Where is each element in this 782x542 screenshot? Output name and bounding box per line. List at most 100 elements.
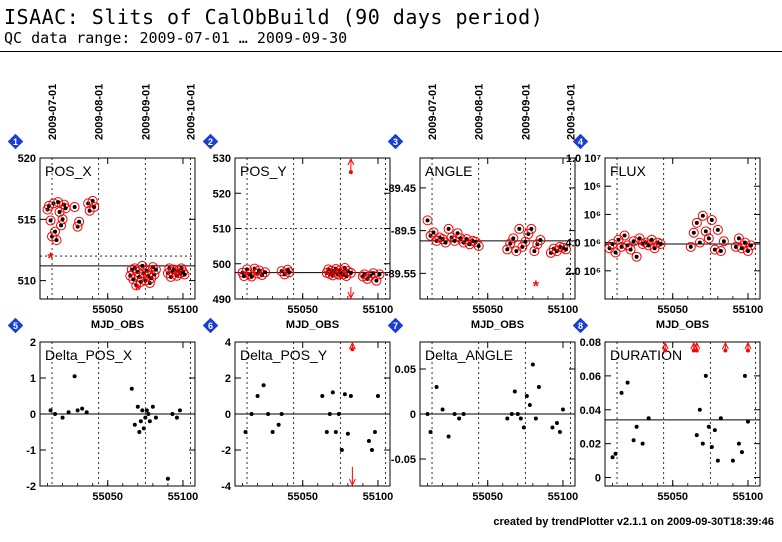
y-tick-label: 490	[213, 294, 231, 306]
y-tick-label: -2	[221, 445, 231, 457]
outlier-arrowhead-up	[661, 341, 669, 350]
data-point	[243, 430, 248, 434]
data-point	[461, 412, 466, 416]
outlier-point	[348, 170, 353, 175]
title-divider	[0, 51, 782, 52]
y-tick-label: -89.5	[391, 226, 416, 238]
data-point	[697, 407, 702, 412]
data-point-ring	[53, 197, 64, 208]
data-point	[703, 229, 708, 234]
y-tick-label: 0.05	[395, 364, 416, 376]
data-point	[628, 247, 633, 252]
data-point-ring	[461, 234, 472, 245]
y-tick-label: 10⁶	[584, 209, 601, 221]
panel-badge-icon	[7, 133, 24, 150]
data-point	[523, 239, 528, 244]
x-tick-label: 55050	[472, 304, 503, 316]
data-point	[473, 239, 478, 244]
data-point	[147, 419, 152, 424]
data-point	[521, 425, 526, 430]
data-point	[511, 236, 516, 241]
data-point	[276, 422, 281, 427]
data-point	[255, 394, 260, 398]
y-tick-label: -1	[26, 445, 36, 457]
data-point	[60, 415, 65, 420]
top-date-label: 2009-09-01	[140, 84, 152, 140]
data-point	[538, 238, 543, 243]
y-tick-label: 0.02	[580, 439, 601, 451]
data-point	[745, 419, 750, 424]
data-point	[177, 408, 182, 413]
data-point-ring	[257, 270, 268, 281]
y-tick-label: 510	[18, 276, 36, 288]
data-point	[446, 226, 451, 231]
data-point	[709, 445, 714, 450]
data-point-ring	[709, 244, 720, 255]
outlier-arrowhead-down	[347, 291, 355, 300]
data-point	[709, 218, 714, 223]
data-point-ring	[428, 227, 439, 238]
data-point	[619, 244, 624, 249]
data-point-ring	[342, 266, 353, 277]
data-point	[452, 412, 457, 416]
data-point	[700, 213, 705, 218]
data-point-ring	[700, 226, 711, 237]
data-point	[640, 441, 645, 446]
data-point	[182, 272, 187, 277]
data-point	[730, 458, 735, 463]
data-point	[646, 243, 651, 248]
data-point	[694, 220, 699, 225]
panel-4: 2.0 10⁶ 4.0 10⁶ 10⁶ 10⁶ 1.0 10⁷ 55050 55100 MJD…	[565, 133, 763, 331]
y-tick-label: 1	[30, 373, 36, 385]
y-tick-label: 510	[213, 224, 231, 236]
plot-frame	[419, 157, 576, 300]
panel-badge-icon	[202, 317, 219, 334]
data-point-ring	[616, 241, 627, 252]
data-point	[287, 270, 292, 275]
data-point	[533, 416, 538, 421]
data-point	[92, 205, 97, 210]
data-point	[140, 263, 145, 268]
data-point	[694, 433, 699, 438]
outlier-point	[745, 348, 750, 353]
data-point-ring	[697, 210, 708, 221]
outlier-arrowhead-up	[744, 341, 752, 350]
data-point-ring	[87, 195, 98, 206]
data-point-ring	[422, 215, 433, 226]
data-point	[80, 406, 85, 411]
page-title: ISAAC: Slits of CalObBuild (90 days peri…	[4, 5, 544, 29]
data-point	[372, 430, 377, 434]
data-point-ring	[282, 264, 293, 275]
y-tick-label: 2	[30, 337, 36, 349]
data-point	[613, 451, 618, 456]
y-tick-label: 0	[410, 409, 416, 421]
data-point-ring	[703, 233, 714, 244]
panel-5: -2 -1 0 1 2 55050 55100 Delta_POS_X 5	[7, 317, 198, 503]
data-point	[53, 229, 58, 234]
data-point	[339, 448, 344, 452]
data-point	[135, 404, 140, 409]
data-point	[515, 412, 520, 416]
data-point	[153, 415, 158, 420]
data-point	[607, 246, 612, 251]
data-point	[345, 431, 350, 436]
data-point-ring	[535, 235, 546, 246]
data-point-ring	[736, 243, 747, 254]
outlier-point	[691, 348, 696, 353]
data-point	[377, 272, 382, 277]
y-tick-label: 1.0 10⁷	[566, 153, 602, 165]
data-point-ring	[345, 267, 356, 278]
data-point	[634, 424, 639, 429]
data-point	[60, 217, 65, 222]
data-point	[610, 455, 615, 460]
data-point	[529, 226, 534, 231]
data-point	[452, 238, 457, 243]
panel-badge-number: 4	[578, 137, 583, 147]
data-point	[266, 412, 271, 416]
data-point	[257, 268, 262, 273]
data-point-ring	[56, 220, 67, 231]
panel-badge-icon	[387, 133, 404, 150]
data-point	[174, 415, 179, 420]
data-point	[563, 247, 568, 252]
